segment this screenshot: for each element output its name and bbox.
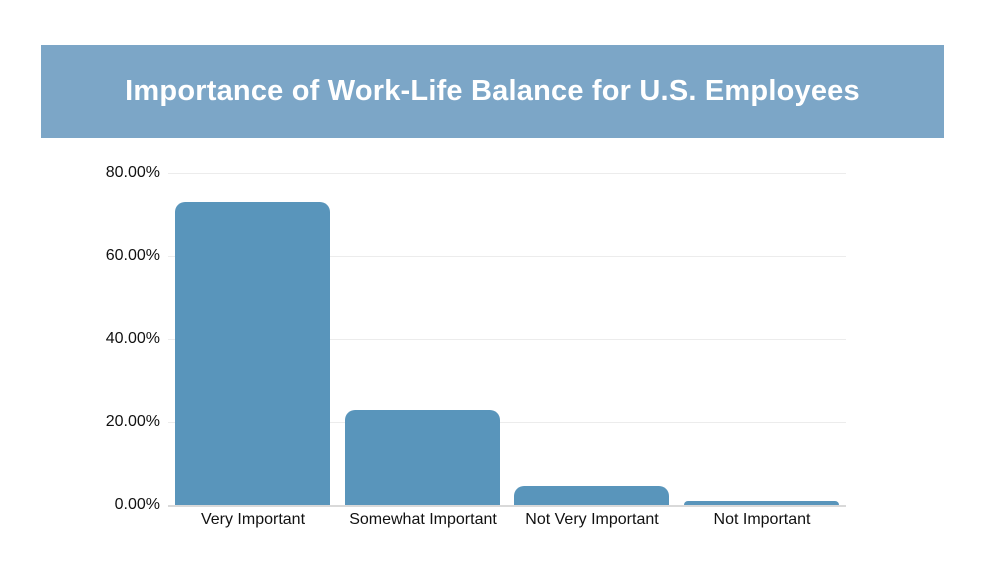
- title-banner: Importance of Work-Life Balance for U.S.…: [41, 45, 944, 138]
- x-axis-category-label: Very Important: [200, 511, 306, 528]
- y-axis-tick-label: 60.00%: [105, 247, 160, 264]
- y-axis-tick-label: 20.00%: [105, 413, 160, 430]
- bar-somewhat-important: [345, 410, 500, 505]
- gridline-80: [168, 173, 846, 174]
- x-axis-category-label: Not Important: [713, 511, 811, 528]
- x-axis-line: [168, 505, 846, 507]
- y-axis-tick-label: 0.00%: [114, 496, 160, 513]
- bar-not-important: [684, 501, 839, 505]
- gridline-60: [168, 256, 846, 257]
- bar-very-important: [175, 202, 330, 505]
- y-axis-tick-label: 80.00%: [105, 164, 160, 181]
- bar-not-very-important: [514, 486, 669, 505]
- x-axis-category-label: Somewhat Important: [349, 511, 497, 528]
- chart-title: Importance of Work-Life Balance for U.S.…: [125, 75, 860, 107]
- x-axis-category-label: Not Very Important: [525, 511, 659, 528]
- gridline-20: [168, 422, 846, 423]
- y-axis-tick-label: 40.00%: [105, 330, 160, 347]
- gridline-40: [168, 339, 846, 340]
